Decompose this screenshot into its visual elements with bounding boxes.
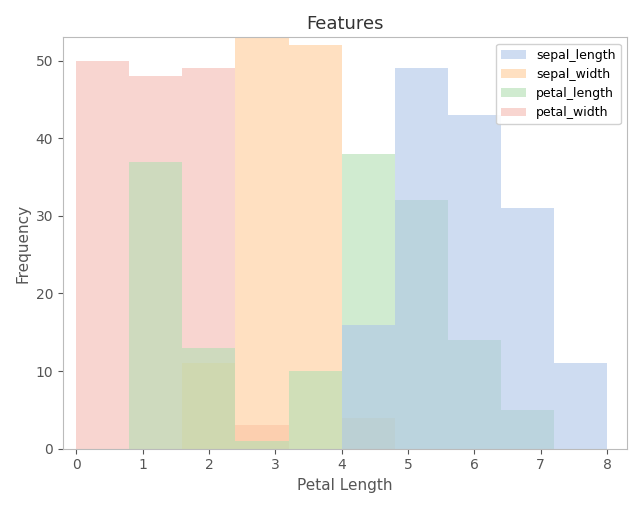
Legend: sepal_length, sepal_width, petal_length, petal_width: sepal_length, sepal_width, petal_length,… <box>496 44 621 124</box>
Bar <box>342 325 395 449</box>
Bar <box>448 115 501 449</box>
Bar <box>236 441 288 449</box>
Bar <box>182 348 236 449</box>
Title: Features: Features <box>306 15 384 33</box>
X-axis label: Petal Length: Petal Length <box>297 478 393 493</box>
Bar <box>395 200 448 449</box>
Bar <box>554 363 607 449</box>
Bar <box>129 76 182 449</box>
Bar <box>501 208 554 449</box>
Y-axis label: Frequency: Frequency <box>15 204 30 282</box>
Bar <box>288 45 342 449</box>
Bar <box>342 418 395 449</box>
Bar <box>182 69 236 449</box>
Bar <box>342 154 395 449</box>
Bar <box>236 0 288 449</box>
Bar <box>501 410 554 449</box>
Bar <box>288 371 342 449</box>
Bar <box>182 363 236 449</box>
Bar <box>236 425 288 449</box>
Bar <box>129 162 182 449</box>
Bar <box>448 340 501 449</box>
Bar <box>395 69 448 449</box>
Bar <box>76 60 129 449</box>
